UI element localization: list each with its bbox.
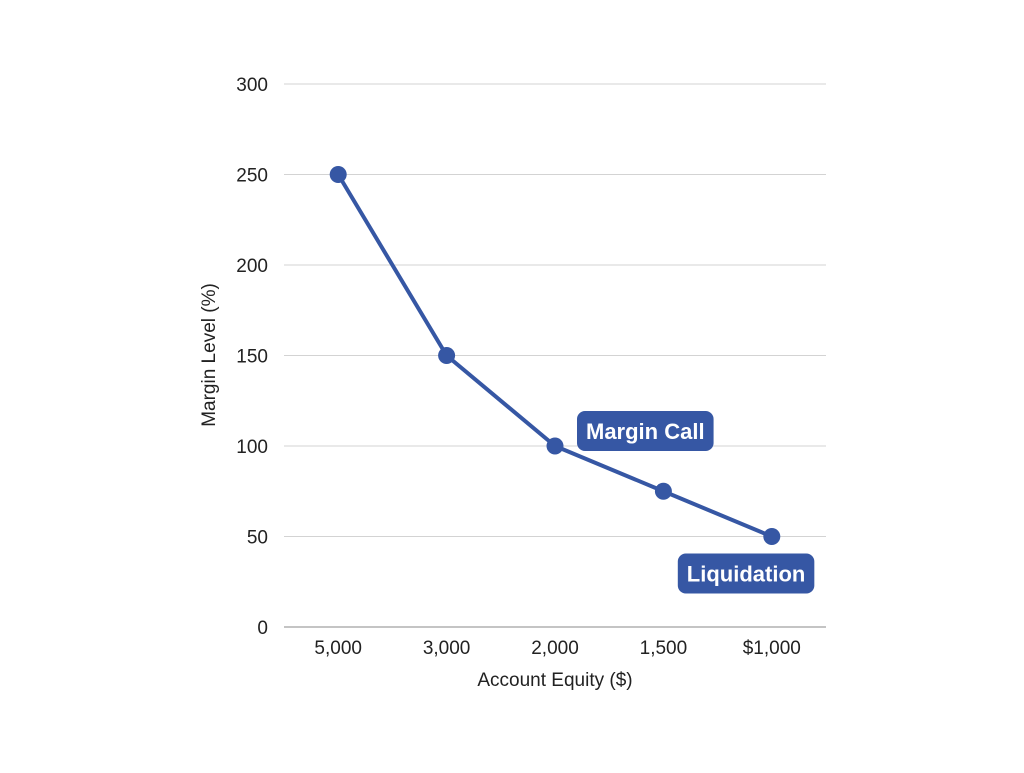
series-layer xyxy=(329,166,781,545)
callout-liquidation: Liquidation xyxy=(677,553,815,594)
callout-label: Margin Call xyxy=(586,419,705,444)
y-tick-label: 250 xyxy=(236,166,268,187)
gridlines xyxy=(284,83,826,537)
x-tick-label: 3,000 xyxy=(423,638,471,659)
data-point xyxy=(329,166,347,183)
callout-box xyxy=(677,553,815,594)
data-point xyxy=(763,528,781,545)
x-tick-label: 1,500 xyxy=(640,638,688,659)
data-point xyxy=(438,347,456,364)
y-axis-title: Margin Level (%) xyxy=(199,283,220,427)
data-point xyxy=(654,482,672,500)
x-axis-title: Account Equity ($) xyxy=(477,670,632,691)
x-tick-label: 2,000 xyxy=(531,638,579,659)
y-tick-label: 100 xyxy=(236,437,268,458)
y-tick-label: 200 xyxy=(236,256,268,277)
callout-label: Liquidation xyxy=(687,562,806,587)
data-point xyxy=(546,437,564,455)
y-tick-label: 150 xyxy=(236,347,268,368)
callout-box xyxy=(577,411,714,451)
y-tick-label: 50 xyxy=(247,528,268,549)
annotations: Margin Call Liquidation xyxy=(577,411,815,594)
callout-margin-call: Margin Call xyxy=(577,411,714,451)
x-tick-label: 5,000 xyxy=(314,638,362,659)
y-tick-label: 300 xyxy=(236,75,268,96)
x-tick-label: $1,000 xyxy=(743,638,801,659)
y-tick-label: 0 xyxy=(257,618,268,639)
axes: 0 50 100 150 200 250 300 5,000 3,000 2,000 1,500 $1… xyxy=(236,75,826,659)
